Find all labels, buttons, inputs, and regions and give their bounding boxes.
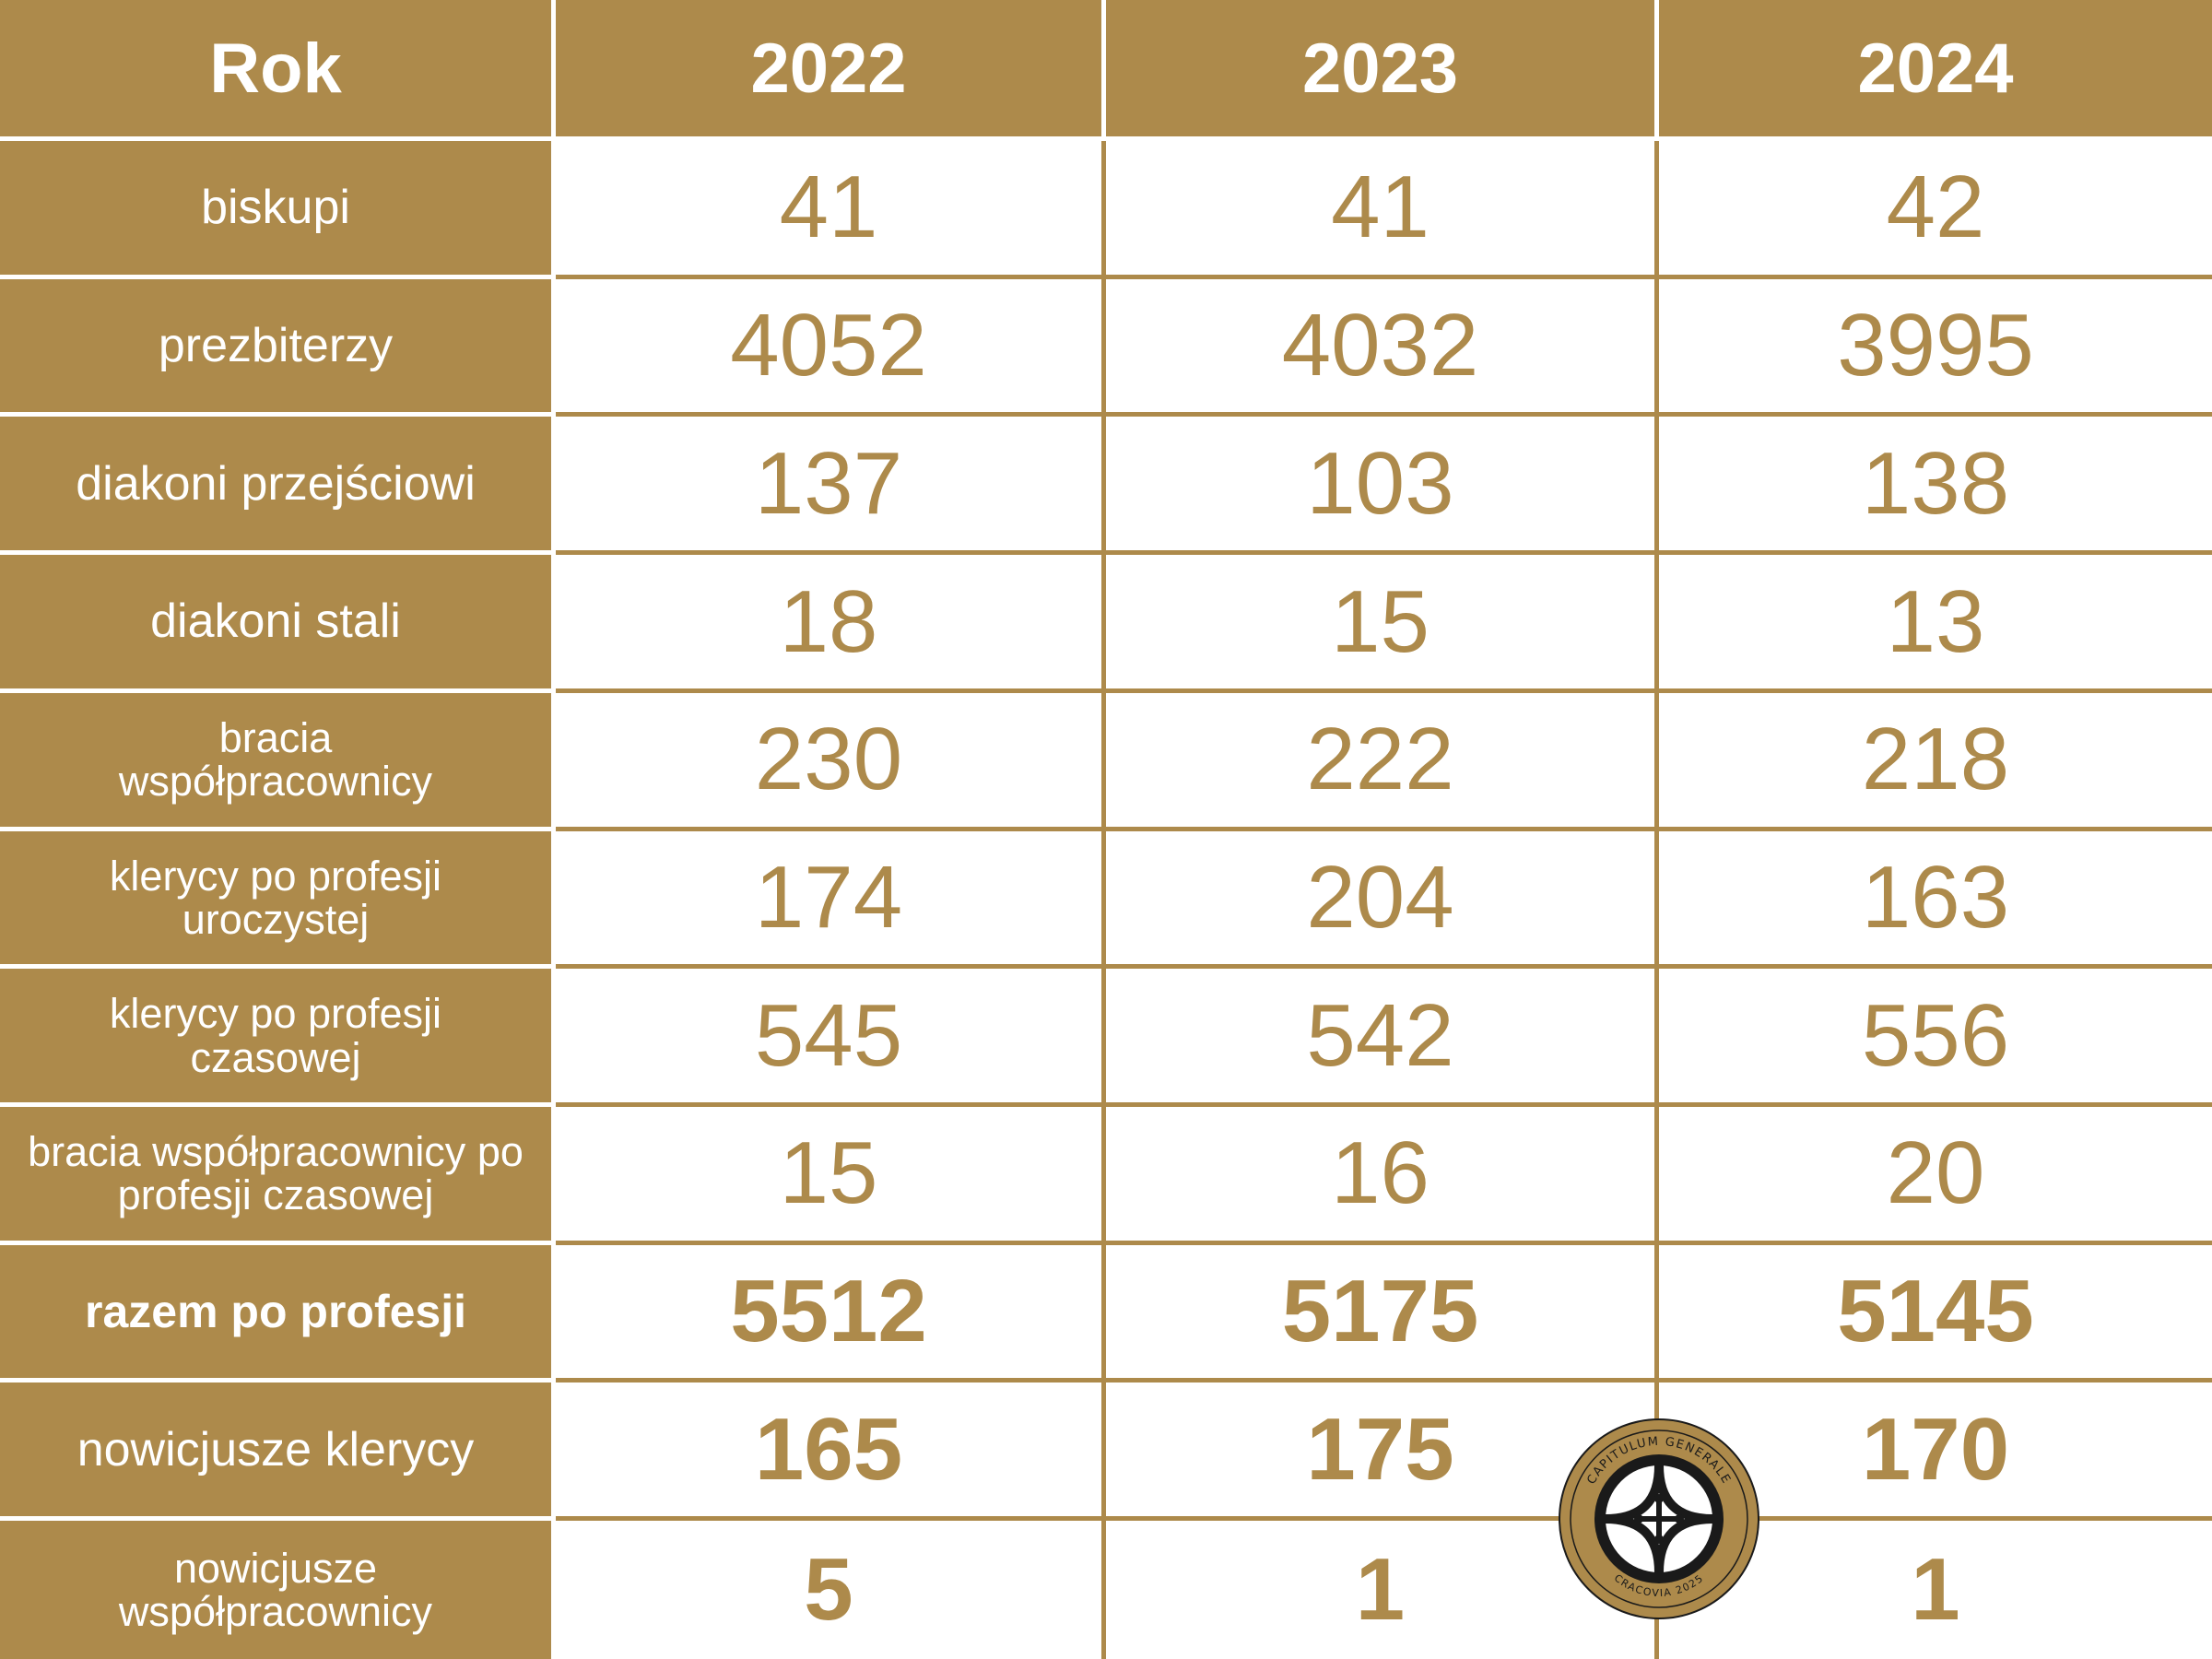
table-cell: 41 — [556, 141, 1106, 279]
table-cell: 170 — [1659, 1382, 2212, 1522]
table-cell: 4032 — [1106, 278, 1659, 418]
table-cell-total: 5145 — [1659, 1244, 2212, 1383]
table-cell: 42 — [1659, 141, 2212, 279]
table-cell: 165 — [556, 1382, 1106, 1522]
table-cell: 3995 — [1659, 278, 2212, 418]
table-cell: 18 — [556, 555, 1106, 693]
row-label-razem: razem po profesji — [0, 1244, 556, 1383]
table-cell: 138 — [1659, 417, 2212, 556]
row-label-prezbiterzy: prezbiterzy — [0, 278, 556, 418]
table-cell-total: 5175 — [1106, 1244, 1659, 1383]
table-cell: 163 — [1659, 830, 2212, 970]
row-label-bracia-czasowej: bracia współpracownicy po profesji czaso… — [0, 1107, 556, 1245]
table-cell: 230 — [556, 692, 1106, 831]
row-label-text: klerycy po profesji czasowej — [109, 990, 442, 1081]
row-label-klerycy-uroczystej: klerycy po profesji uroczystej — [0, 830, 556, 970]
header-year-2023: 2023 — [1106, 0, 1659, 141]
table-cell: 41 — [1106, 141, 1659, 279]
table-cell: 222 — [1106, 692, 1659, 831]
table-cell: 5 — [556, 1521, 1106, 1659]
table-cell: 175 — [1106, 1382, 1659, 1522]
row-label-klerycy-czasowej: klerycy po profesji czasowej — [0, 969, 556, 1108]
row-label-diakoni-przejsciowi: diakoni przejściowi — [0, 417, 556, 556]
table-cell: 174 — [556, 830, 1106, 970]
row-label-text: nowicjusze współpracownicy — [118, 1544, 433, 1636]
header-year-2022: 2022 — [556, 0, 1106, 141]
table-cell: 204 — [1106, 830, 1659, 970]
capitulum-generale-seal-logo: CAPITULUM GENERALE CRACOVIA 2025 — [1559, 1418, 1759, 1619]
table-cell: 218 — [1659, 692, 2212, 831]
header-rok: Rok — [0, 0, 556, 141]
row-label-bracia-wspolpracownicy: bracia współpracownicy — [0, 692, 556, 831]
table-cell-total: 5512 — [556, 1244, 1106, 1383]
table-cell: 15 — [556, 1107, 1106, 1245]
row-label-diakoni-stali: diakoni stali — [0, 555, 556, 693]
table-cell: 16 — [1106, 1107, 1659, 1245]
table-cell: 103 — [1106, 417, 1659, 556]
table-cell: 13 — [1659, 555, 2212, 693]
row-label-text: bracia współpracownicy — [118, 713, 433, 806]
row-label-biskupi: biskupi — [0, 141, 556, 279]
row-label-text: bracia współpracownicy po profesji czaso… — [28, 1128, 524, 1219]
table-cell: 15 — [1106, 555, 1659, 693]
table-cell: 20 — [1659, 1107, 2212, 1245]
row-label-nowicjusze-klerycy: nowicjusze klerycy — [0, 1382, 556, 1522]
table-cell: 4052 — [556, 278, 1106, 418]
table-cell: 545 — [556, 969, 1106, 1108]
row-label-text: klerycy po profesji uroczystej — [109, 852, 442, 943]
table-cell: 556 — [1659, 969, 2212, 1108]
row-label-nowicjusze-wspolpracownicy: nowicjusze współpracownicy — [0, 1521, 556, 1659]
header-year-2024: 2024 — [1659, 0, 2212, 141]
table-cell: 137 — [556, 417, 1106, 556]
table-cell: 542 — [1106, 969, 1659, 1108]
